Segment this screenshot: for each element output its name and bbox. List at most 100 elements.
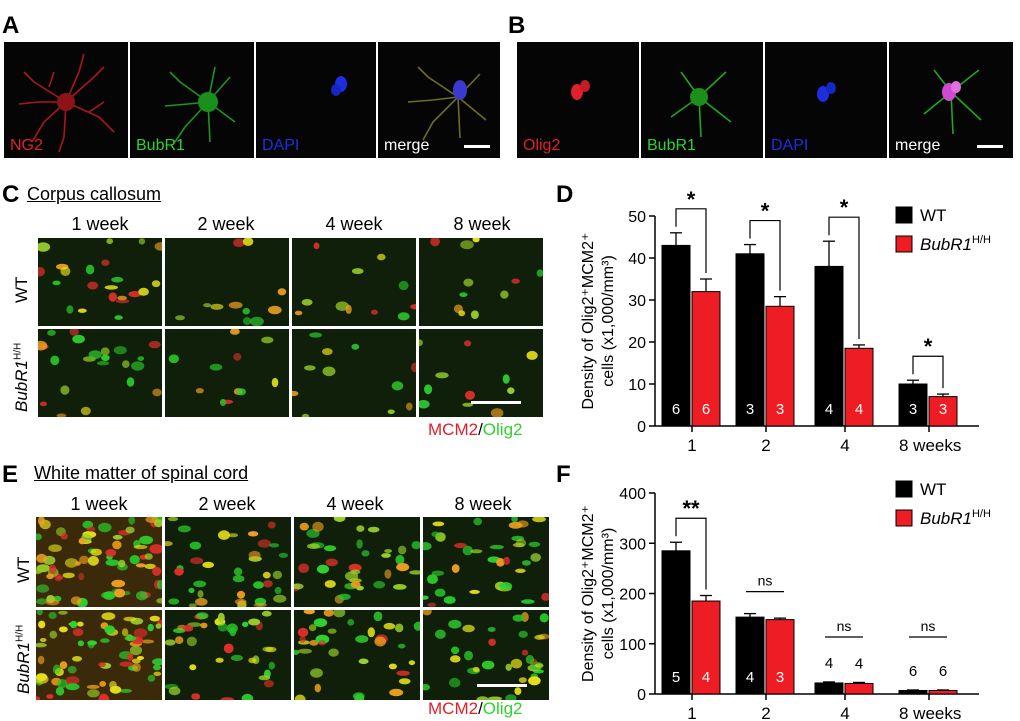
bar: [898, 383, 928, 427]
tissue-image: [165, 517, 289, 607]
channel-label: merge: [384, 137, 430, 154]
y-tick-label: 100: [619, 637, 646, 654]
stain-mcm2: MCM2: [428, 699, 479, 718]
y-tick-label: 200: [619, 587, 646, 604]
tissue-micrograph: [38, 329, 162, 417]
scale-bar: [477, 684, 527, 687]
y-tick-label: 20: [628, 335, 646, 352]
tissue-image: [419, 339, 538, 417]
sample-size-label: 3: [746, 401, 754, 418]
sample-size-label: 6: [909, 663, 917, 680]
significance-bracket: [828, 216, 860, 339]
panel-e-col-header: 4 week: [326, 494, 384, 514]
chart-d: 0 10 20 30 40 50 Density of Olig2⁺MCM2⁺ cells (…: [580, 190, 991, 455]
row-label-superscript: H/H: [12, 342, 24, 361]
tissue-micrograph: [38, 238, 162, 326]
panel-label-a: A: [2, 12, 20, 39]
y-tick-label: 300: [619, 536, 646, 553]
micrograph-a-bubr1: BubR1: [130, 42, 254, 158]
y-tick-label: 40: [628, 251, 646, 268]
sample-size-label: 6: [672, 401, 680, 418]
significance-bracket: [675, 517, 707, 590]
y-tick-label: 30: [628, 293, 646, 310]
tissue-micrograph: [36, 610, 162, 700]
panel-c-row-label-mutant: BubR1H/H: [12, 343, 32, 412]
significance-label: *: [687, 190, 696, 212]
tissue-micrograph: [165, 610, 291, 700]
sample-size-label: 3: [776, 401, 784, 418]
tissue-micrograph: [419, 329, 543, 417]
channel-label: BubR1: [647, 137, 696, 154]
panel-e-title: White matter of spinal cord: [34, 463, 249, 483]
tissue-image: [294, 517, 420, 604]
panel-c-col-header: 8 week: [453, 214, 511, 234]
sample-size-label: 6: [702, 401, 710, 418]
olig2-nucleus-image: [571, 80, 590, 100]
panel-label-c: C: [2, 181, 20, 208]
legend-label-superscript: H/H: [972, 234, 991, 246]
channel-label: NG2: [10, 137, 43, 154]
stain-mcm2: MCM2: [428, 420, 479, 439]
y-tick-label: 0: [637, 419, 646, 436]
merge-cell-image: [923, 69, 982, 135]
sample-size-label: 3: [909, 401, 917, 418]
panel-label-d: D: [556, 181, 574, 208]
stain-separator: /: [478, 699, 483, 718]
significance-label: *: [761, 199, 770, 224]
significance-label: *: [840, 195, 849, 220]
micrograph-b-bubr1: BubR1: [641, 42, 763, 158]
legend-label-superscript: H/H: [972, 508, 991, 520]
tissue-image: [165, 610, 277, 700]
panel-e-col-header: 8 week: [454, 494, 512, 514]
significance-label: ns: [758, 573, 773, 589]
panel-c-title: Corpus callosum: [27, 184, 162, 204]
panel-c-col-header: 2 week: [197, 214, 255, 234]
tissue-image: [38, 329, 162, 417]
bar: [765, 619, 795, 695]
tissue-image: [423, 610, 549, 700]
sample-size-label: 3: [939, 401, 947, 418]
bar: [691, 600, 721, 695]
y-axis-label-line1: Density of Olig2⁺MCM2⁺: [580, 505, 597, 682]
tissue-image: [175, 238, 287, 326]
legend-swatch: [895, 480, 913, 498]
ng2-cell-image: [18, 53, 115, 153]
bar: [844, 682, 874, 695]
micrograph-a-dapi: DAPI: [256, 42, 376, 158]
bar: [928, 396, 958, 427]
panel-c-col-header: 4 week: [325, 214, 383, 234]
tissue-micrograph: [165, 517, 291, 607]
significance-label: *: [924, 334, 933, 359]
micrograph-b-dapi: DAPI: [765, 42, 887, 158]
scale-bar: [977, 145, 1003, 148]
x-tick-label: 2: [761, 436, 770, 455]
legend-label: WT: [920, 206, 946, 225]
significance-bracket: [749, 219, 781, 291]
legend-label: BubR1H/H: [920, 508, 991, 528]
micrograph-b-merge: merge: [889, 42, 1013, 158]
stain-separator: /: [478, 420, 483, 439]
tissue-image: [430, 238, 543, 319]
micrograph-a-ng2: NG2: [4, 42, 128, 158]
panel-c-stain-legend: MCM2/Olig2: [428, 420, 522, 440]
tissue-image: [292, 332, 416, 417]
significance-label: **: [682, 496, 700, 521]
panel-e-col-header: 1 week: [70, 494, 128, 514]
scale-bar: [464, 145, 490, 148]
sample-size-label: 3: [776, 669, 784, 686]
bar: [735, 253, 765, 427]
dapi-nucleus-image: [331, 76, 347, 96]
sample-size-label: 4: [825, 401, 833, 418]
panel-c-col-header: 1 week: [71, 214, 129, 234]
x-tick-label: 4: [840, 436, 849, 455]
panel-e-row-label-mutant: BubR1H/H: [14, 625, 34, 694]
legend-swatch: [895, 509, 913, 527]
sample-size-label: 4: [746, 669, 754, 686]
legend-label: WT: [920, 480, 946, 499]
panel-label-f: F: [556, 461, 571, 488]
channel-label: Olig2: [523, 137, 561, 154]
bar: [928, 689, 958, 695]
tissue-image: [168, 329, 279, 407]
tissue-image: [294, 242, 416, 321]
bar: [691, 291, 721, 427]
